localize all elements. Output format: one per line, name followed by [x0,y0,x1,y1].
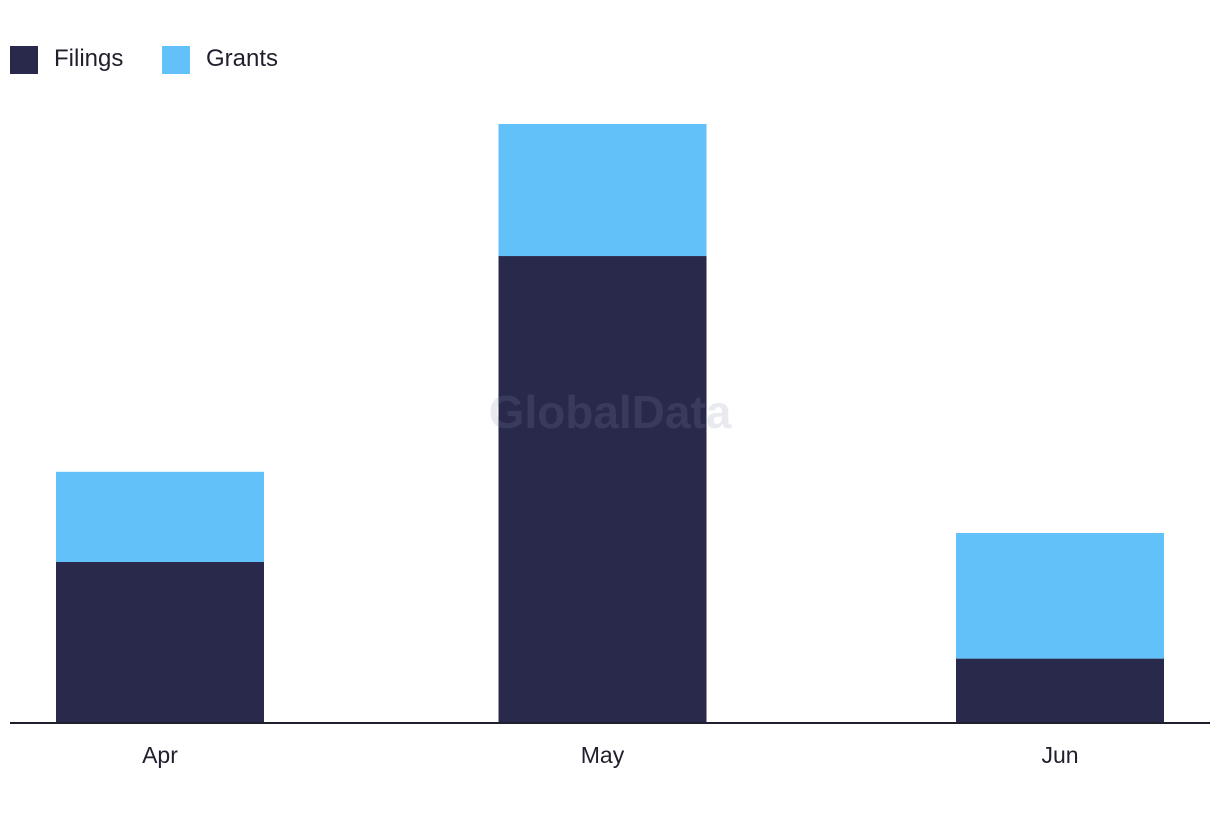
legend-swatch-filings [10,46,38,74]
watermark: GlobalData [489,386,732,438]
legend: Filings Grants [10,45,278,74]
bar-apr-filings [56,561,264,723]
x-tick-label-jun: Jun [1041,742,1078,768]
bar-jun-filings [956,658,1164,723]
legend-swatch-grants [162,46,190,74]
x-tick-label-apr: Apr [142,742,178,768]
legend-label-grants: Grants [206,45,278,72]
legend-label-filings: Filings [54,45,123,72]
bar-jun-grants [956,532,1164,659]
x-axis-ticks: Apr May Jun [142,742,1078,768]
bar-may-filings [498,256,707,723]
bar-may-grants [498,124,707,257]
bars [56,124,1164,723]
bar-apr-grants [56,471,264,562]
x-tick-label-may: May [581,742,625,768]
